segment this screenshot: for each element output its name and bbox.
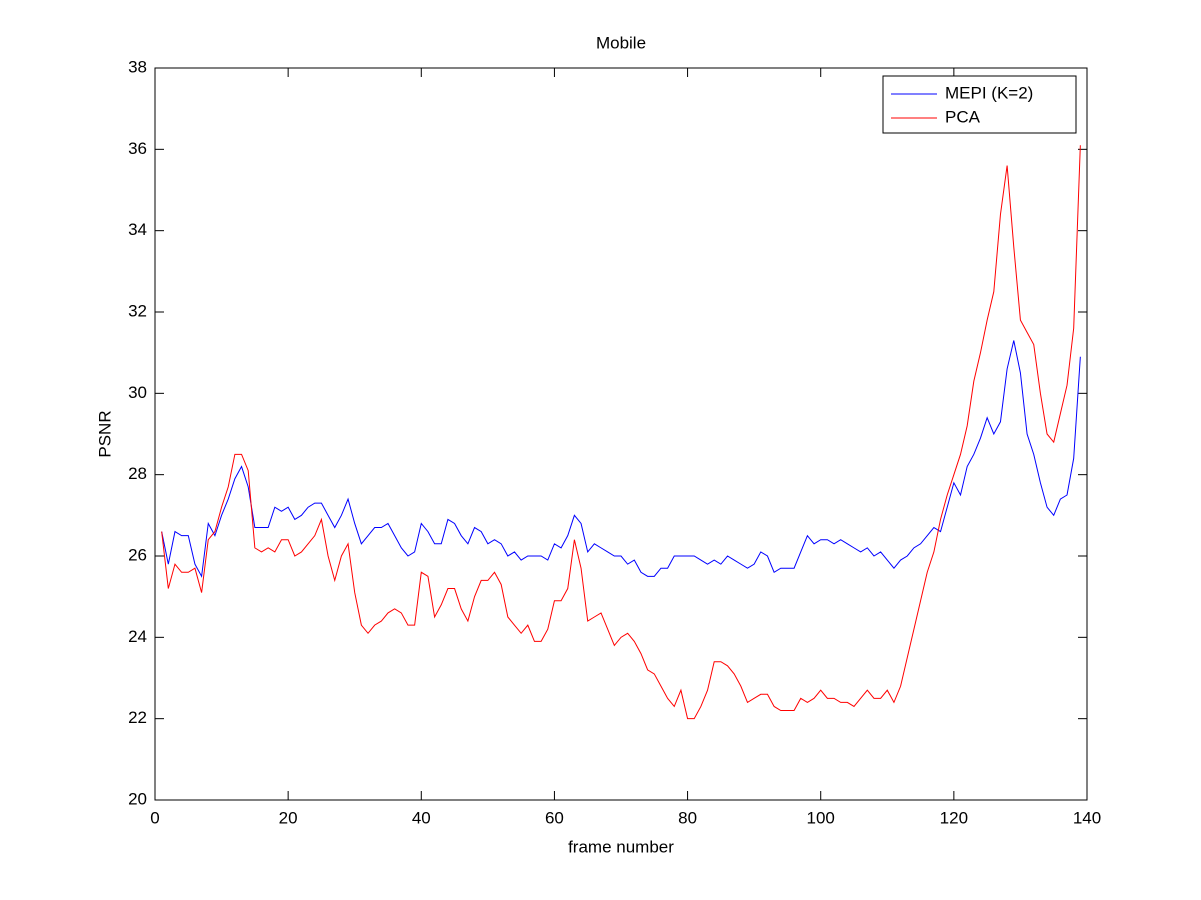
x-tick-label: 80 xyxy=(678,808,697,827)
chart-title: Mobile xyxy=(596,33,646,52)
x-tick-label: 100 xyxy=(807,808,835,827)
x-tick-label: 0 xyxy=(150,808,159,827)
legend-label: MEPI (K=2) xyxy=(945,83,1033,102)
y-tick-label: 26 xyxy=(128,545,147,564)
y-tick-label: 34 xyxy=(128,220,147,239)
x-tick-label: 140 xyxy=(1073,808,1101,827)
y-tick-label: 20 xyxy=(128,789,147,808)
legend-box xyxy=(882,75,1077,134)
line-series xyxy=(161,340,1081,578)
y-tick-label: 36 xyxy=(128,139,147,158)
x-tick-label: 120 xyxy=(940,808,968,827)
x-tick-label: 40 xyxy=(412,808,431,827)
y-tick-label: 38 xyxy=(128,57,147,76)
y-tick-label: 28 xyxy=(128,464,147,483)
y-tick-label: 24 xyxy=(128,627,147,646)
x-tick-label: 20 xyxy=(279,808,298,827)
line-series xyxy=(161,145,1081,720)
plot-area xyxy=(154,67,1088,801)
y-tick-label: 22 xyxy=(128,708,147,727)
x-tick-label: 60 xyxy=(545,808,564,827)
y-tick-label: 32 xyxy=(128,301,147,320)
x-axis-label: frame number xyxy=(568,837,674,856)
y-axis-label: PSNR xyxy=(95,410,114,457)
y-tick-label: 30 xyxy=(128,383,147,402)
legend-label: PCA xyxy=(945,107,981,126)
